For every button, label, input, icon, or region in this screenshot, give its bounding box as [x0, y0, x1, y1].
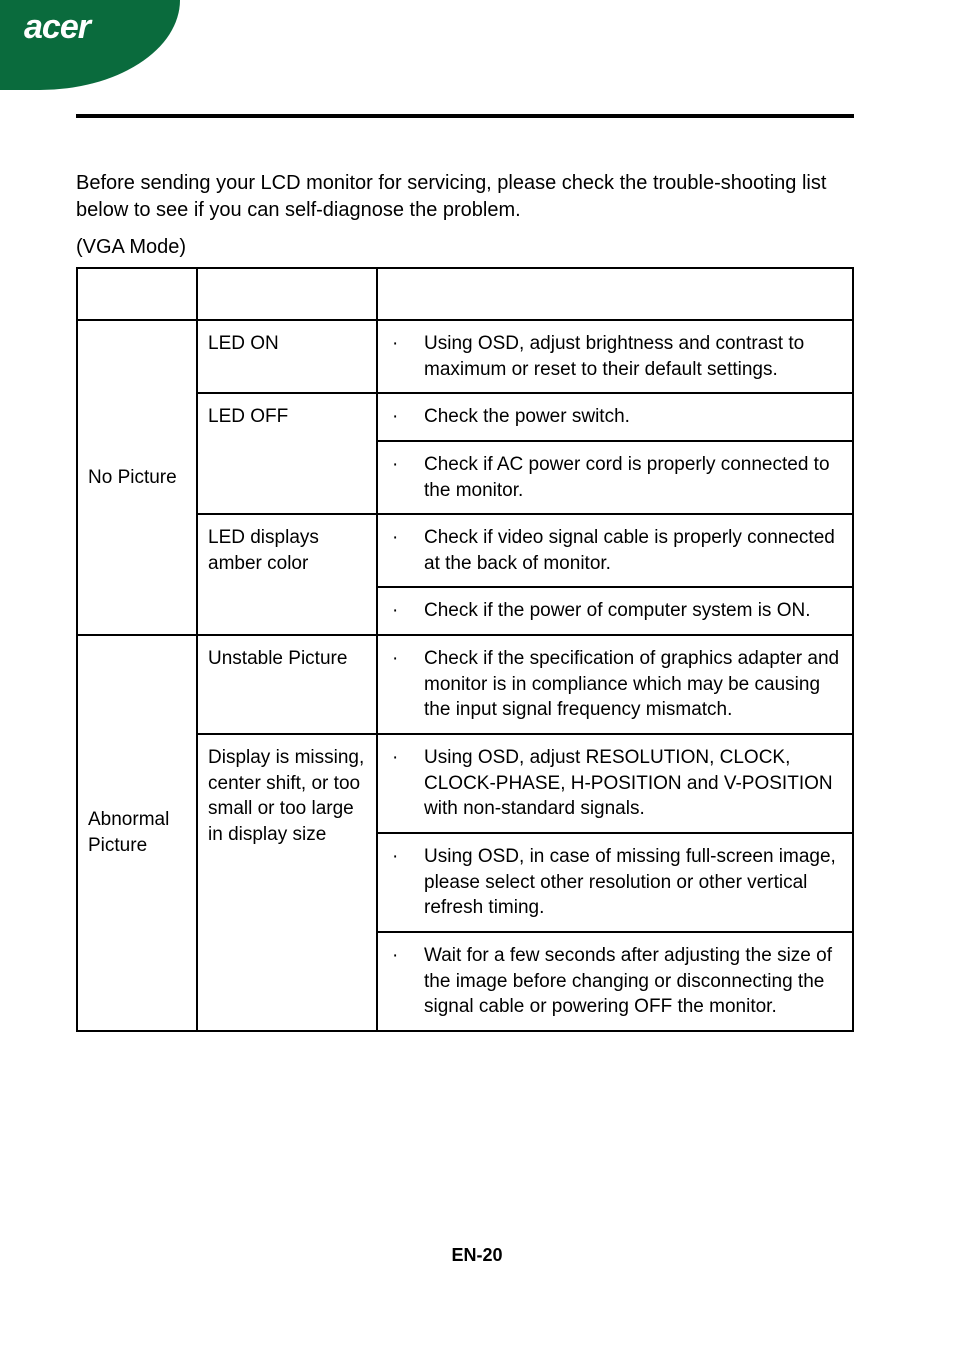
status-cell: LED OFF: [197, 393, 377, 514]
remedy-text: Wait for a few seconds after adjusting t…: [424, 943, 844, 1020]
remedy-cell: ·Check if video signal cable is properly…: [377, 514, 853, 587]
remedy-text: Check if the power of computer system is…: [424, 598, 844, 624]
remedy-text: Check if AC power cord is properly conne…: [424, 452, 844, 503]
troubleshoot-table: No Picture LED ON ·Using OSD, adjust bri…: [76, 267, 854, 1032]
remedy-cell: ·Check if the specification of graphics …: [377, 635, 853, 734]
remedy-text: Using OSD, adjust RESOLUTION, CLOCK, CLO…: [424, 745, 844, 822]
remedy-text: Check the power switch.: [424, 404, 844, 430]
status-cell: Display is missing, center shift, or too…: [197, 734, 377, 1031]
remedy-cell: ·Check the power switch.: [377, 393, 853, 441]
remedy-text: Check if the specification of graphics a…: [424, 646, 844, 723]
remedy-cell: ·Using OSD, adjust brightness and contra…: [377, 320, 853, 393]
status-cell: LED displays amber color: [197, 514, 377, 635]
remedy-text: Check if video signal cable is properly …: [424, 525, 844, 576]
remedy-text: Using OSD, adjust brightness and contras…: [424, 331, 844, 382]
intro-text: Before sending your LCD monitor for serv…: [76, 170, 854, 224]
table-row: No Picture LED ON ·Using OSD, adjust bri…: [77, 320, 853, 393]
page-footer: EN-20: [0, 1245, 954, 1266]
remedy-cell: ·Wait for a few seconds after adjusting …: [377, 932, 853, 1031]
header-rule: [76, 114, 854, 118]
remedy-cell: ·Using OSD, adjust RESOLUTION, CLOCK, CL…: [377, 734, 853, 833]
mode-label: (VGA Mode): [76, 236, 854, 259]
brand-logo: acer: [0, 0, 180, 90]
table-header-row: [77, 268, 853, 320]
table-header-status: [197, 268, 377, 320]
status-cell: Unstable Picture: [197, 635, 377, 734]
logo-text: acer: [24, 8, 90, 47]
table-header-problem: [77, 268, 197, 320]
problem-cell: Abnormal Picture: [77, 635, 197, 1031]
remedy-cell: ·Check if the power of computer system i…: [377, 587, 853, 635]
page-content: Before sending your LCD monitor for serv…: [76, 170, 854, 1032]
problem-cell: No Picture: [77, 320, 197, 635]
table-row: Abnormal Picture Unstable Picture ·Check…: [77, 635, 853, 734]
remedy-text: Using OSD, in case of missing full-scree…: [424, 844, 844, 921]
table-header-remedy: [377, 268, 853, 320]
remedy-cell: ·Check if AC power cord is properly conn…: [377, 441, 853, 514]
status-cell: LED ON: [197, 320, 377, 393]
remedy-cell: ·Using OSD, in case of missing full-scre…: [377, 833, 853, 932]
